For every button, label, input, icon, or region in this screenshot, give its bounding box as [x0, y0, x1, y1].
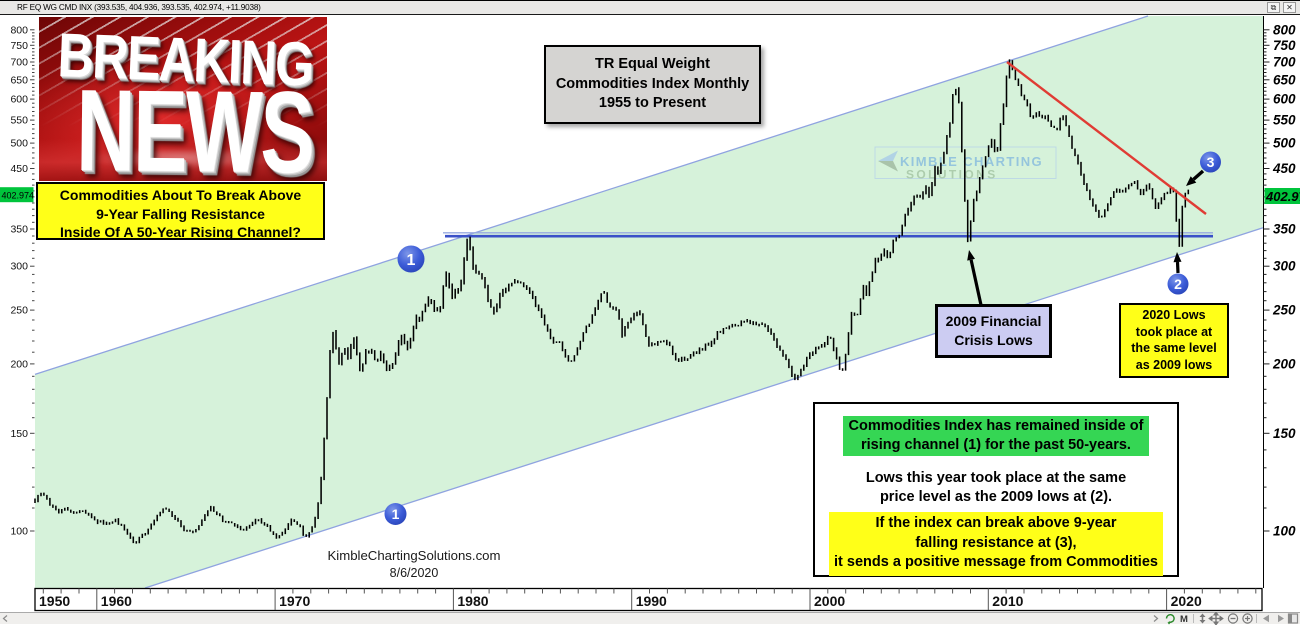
svg-text:350: 350	[1273, 222, 1296, 237]
svg-text:3: 3	[1207, 154, 1215, 170]
svg-text:100: 100	[1273, 524, 1296, 539]
svg-text:700: 700	[10, 57, 28, 69]
svg-text:1: 1	[392, 506, 400, 522]
svg-text:1970: 1970	[279, 593, 310, 609]
svg-text:550: 550	[10, 115, 28, 127]
svg-text:1950: 1950	[39, 593, 70, 609]
svg-text:300: 300	[1273, 259, 1296, 274]
svg-text:500: 500	[10, 138, 28, 150]
svg-text:8/6/2020: 8/6/2020	[390, 566, 439, 580]
svg-text:402.974: 402.974	[2, 191, 35, 201]
svg-text:750: 750	[10, 40, 28, 52]
svg-text:402.97: 402.97	[1265, 189, 1300, 204]
svg-text:1990: 1990	[636, 593, 667, 609]
svg-text:800: 800	[1273, 22, 1296, 37]
svg-text:M: M	[1180, 614, 1188, 625]
svg-text:350: 350	[10, 224, 28, 236]
svg-text:650: 650	[1273, 72, 1296, 87]
svg-text:300: 300	[10, 261, 28, 273]
svg-text:800: 800	[10, 24, 28, 36]
svg-text:200: 200	[10, 358, 28, 370]
svg-text:200: 200	[1272, 356, 1296, 371]
svg-text:550: 550	[1273, 113, 1296, 128]
svg-text:700: 700	[1273, 55, 1296, 70]
svg-text:KimbleChartingSolutions.com: KimbleChartingSolutions.com	[328, 548, 501, 563]
svg-text:250: 250	[10, 305, 28, 317]
svg-text:1: 1	[407, 252, 416, 269]
svg-text:650: 650	[10, 74, 28, 86]
svg-text:1960: 1960	[101, 593, 132, 609]
svg-text:250: 250	[1272, 303, 1296, 318]
svg-text:600: 600	[10, 94, 28, 106]
svg-text:600: 600	[1273, 92, 1296, 107]
svg-text:2000: 2000	[814, 593, 845, 609]
svg-text:150: 150	[1273, 426, 1296, 441]
svg-text:750: 750	[1273, 38, 1296, 53]
svg-text:SOLUTIONS: SOLUTIONS	[906, 168, 998, 182]
svg-text:2020: 2020	[1171, 593, 1202, 609]
svg-text:450: 450	[10, 163, 28, 175]
svg-text:150: 150	[10, 428, 28, 440]
svg-text:500: 500	[1273, 136, 1296, 151]
svg-text:2: 2	[1174, 276, 1182, 292]
svg-text:450: 450	[1272, 161, 1296, 176]
svg-text:100: 100	[10, 526, 28, 538]
svg-text:1980: 1980	[457, 593, 488, 609]
svg-text:2010: 2010	[992, 593, 1023, 609]
